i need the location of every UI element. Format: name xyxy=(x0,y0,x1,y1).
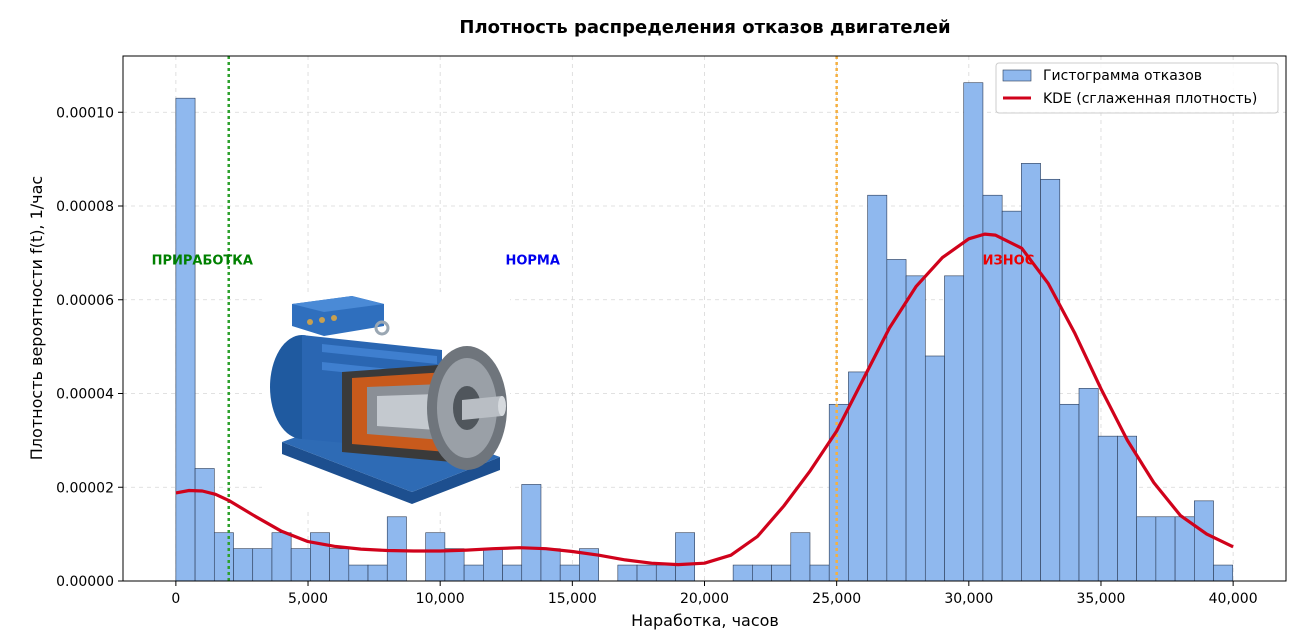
x-tick-label-1: 5,000 xyxy=(288,591,328,607)
histogram-bar-53 xyxy=(1194,500,1214,582)
histogram-bars xyxy=(175,82,1234,582)
histogram-bar-34 xyxy=(828,403,849,582)
histogram-bar-51 xyxy=(1155,516,1176,582)
histogram-bar-1 xyxy=(194,468,215,582)
y-tick-label-3: 0.00006 xyxy=(56,293,114,309)
legend-kde-label: KDE (сглаженная плотность) xyxy=(1043,91,1257,107)
x-tick-label-2: 10,000 xyxy=(416,591,465,607)
histogram-bar-47 xyxy=(1078,388,1099,582)
histogram-bar-32 xyxy=(790,532,811,582)
histogram-bar-10 xyxy=(367,564,388,582)
histogram-bar-48 xyxy=(1097,435,1118,582)
histogram-bar-44 xyxy=(1021,163,1041,582)
histogram-bar-23 xyxy=(617,564,638,582)
histogram-bar-46 xyxy=(1059,403,1080,582)
histogram-bar-20 xyxy=(559,564,580,582)
y-tick-label-5: 0.00010 xyxy=(56,105,114,121)
y-tick-label-4: 0.00008 xyxy=(56,199,114,215)
x-tick-label-7: 35,000 xyxy=(1076,591,1125,607)
histogram-bar-13 xyxy=(425,532,446,582)
zone-label-0: ПРИРАБОТКА xyxy=(152,254,253,269)
x-tick-label-8: 40,000 xyxy=(1209,591,1258,607)
y-axis-label: Плотность вероятности f(t), 1/час xyxy=(27,176,46,460)
histogram-bar-4 xyxy=(252,548,273,582)
histogram-bar-18 xyxy=(521,484,542,582)
histogram-bar-16 xyxy=(483,548,503,582)
histogram-bar-6 xyxy=(290,548,311,582)
histogram-bar-39 xyxy=(924,355,945,582)
histogram-bar-11 xyxy=(386,516,407,582)
histogram-bar-52 xyxy=(1174,516,1195,582)
histogram-bar-26 xyxy=(675,532,695,582)
zone-label-1: НОРМА xyxy=(505,254,559,269)
histogram-bar-50 xyxy=(1136,516,1157,582)
y-tick-label-1: 0.00002 xyxy=(56,480,114,496)
histogram-bar-30 xyxy=(752,564,772,582)
kde-curve xyxy=(175,232,1234,567)
legend-box xyxy=(995,62,1279,114)
histogram-bar-33 xyxy=(809,564,830,582)
histogram-bar-5 xyxy=(271,532,292,582)
x-axis: 0 5,000 10,000 15,000 20,000 25,000 30,000 35,0… xyxy=(171,581,1258,607)
legend: Гистограмма отказов KDE (сглаженная плот… xyxy=(995,62,1279,114)
histogram-bar-0 xyxy=(175,97,196,582)
chart-title: Плотность распределения отказов двигател… xyxy=(459,17,950,38)
histogram-bar-31 xyxy=(771,564,792,582)
histogram-bar-8 xyxy=(329,548,350,582)
x-tick-label-5: 25,000 xyxy=(812,591,861,607)
histogram-bar-54 xyxy=(1213,564,1234,582)
zone-labels: ПРИРАБОТКА НОРМА ИЗНОС xyxy=(152,254,1035,269)
histogram-bar-3 xyxy=(233,548,254,582)
histogram-bar-2 xyxy=(213,532,234,582)
histogram-bar-36 xyxy=(867,194,888,582)
histogram-bar-15 xyxy=(463,564,484,582)
motor-icon xyxy=(262,292,510,512)
histogram-bar-7 xyxy=(310,532,330,582)
histogram-bar-38 xyxy=(905,275,926,582)
y-axis: 0.00000 0.00002 0.00004 0.00006 0.00008 0.000… xyxy=(56,105,123,590)
histogram-bar-25 xyxy=(655,564,676,582)
x-tick-label-0: 0 xyxy=(171,591,180,607)
y-tick-label-2: 0.00004 xyxy=(56,387,114,403)
x-tick-label-3: 15,000 xyxy=(548,591,597,607)
histogram-bar-29 xyxy=(732,564,753,582)
histogram-bar-45 xyxy=(1040,178,1061,582)
histogram-bar-41 xyxy=(963,82,984,582)
histogram-bar-19 xyxy=(540,548,561,582)
y-tick-label-0: 0.00000 xyxy=(56,574,114,590)
x-tick-label-4: 20,000 xyxy=(680,591,729,607)
histogram-bar-40 xyxy=(944,275,965,582)
histogram-bar-49 xyxy=(1117,435,1137,582)
histogram-bar-24 xyxy=(636,564,657,582)
zone-label-2: ИЗНОС xyxy=(983,254,1035,269)
x-axis-label: Наработка, часов xyxy=(631,611,779,630)
legend-histogram-swatch xyxy=(1002,69,1032,82)
legend-histogram-label: Гистограмма отказов xyxy=(1043,68,1202,84)
histogram-bar-9 xyxy=(348,564,369,582)
histogram-bar-14 xyxy=(444,548,465,582)
x-tick-label-6: 30,000 xyxy=(944,591,993,607)
histogram-bar-17 xyxy=(502,564,523,582)
